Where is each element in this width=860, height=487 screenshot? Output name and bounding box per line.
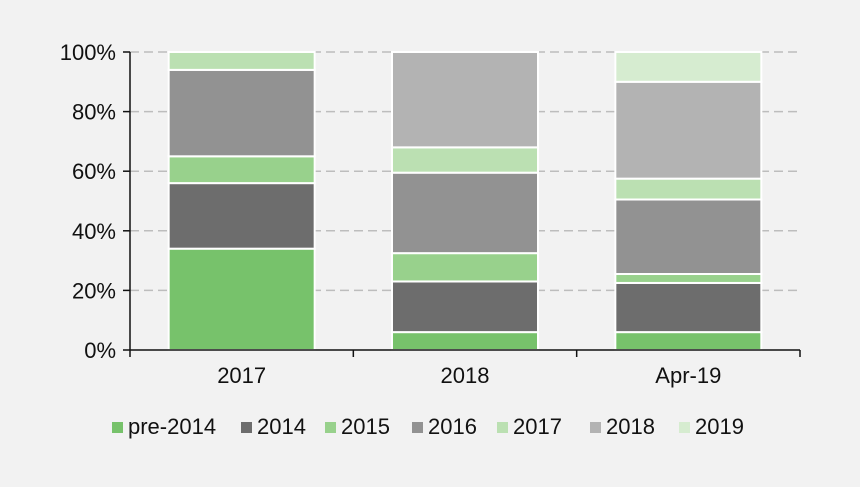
bar-segment xyxy=(167,155,316,185)
y-tick-label: 100% xyxy=(60,40,116,65)
bar-segment xyxy=(614,51,763,83)
legend-label: 2017 xyxy=(513,414,562,439)
bar-segment xyxy=(614,80,763,180)
bars xyxy=(167,51,763,351)
legend-swatch xyxy=(679,422,690,433)
bar-segment xyxy=(391,51,539,149)
legend: pre-2014 2014 2015 2016 2017 2018 2019 xyxy=(112,414,744,439)
legend-label: pre-2014 xyxy=(128,414,216,439)
bar-segment xyxy=(391,331,539,351)
bar-segment xyxy=(391,252,539,283)
legend-swatch xyxy=(241,422,252,433)
bar-segment xyxy=(167,51,316,71)
legend-label: 2014 xyxy=(257,414,306,439)
legend-label: 2018 xyxy=(606,414,655,439)
legend-label: 2019 xyxy=(695,414,744,439)
x-tick-label: 2018 xyxy=(441,363,490,388)
bar-segment xyxy=(167,247,316,351)
y-tick-label: 60% xyxy=(72,159,116,184)
y-tick-label: 0% xyxy=(84,338,116,363)
bar-segment xyxy=(614,331,763,351)
y-tick-label: 20% xyxy=(72,278,116,303)
axes: 0% 20% 40% 60% 80% 100% 2017 2018 Apr-19 xyxy=(60,40,801,388)
x-tick-label: Apr-19 xyxy=(655,363,721,388)
legend-swatch xyxy=(497,422,508,433)
legend-swatch xyxy=(590,422,601,433)
bar-segment xyxy=(614,177,763,201)
legend-swatch xyxy=(412,422,423,433)
bar-segment xyxy=(614,281,763,334)
bar-segment xyxy=(391,171,539,255)
bar-segment xyxy=(614,273,763,284)
legend-swatch xyxy=(325,422,336,433)
x-tick-label: 2017 xyxy=(217,363,266,388)
legend-label: 2016 xyxy=(428,414,477,439)
bar-segment xyxy=(614,198,763,276)
bar-segment xyxy=(167,68,316,158)
legend-label: 2015 xyxy=(341,414,390,439)
y-tick-label: 80% xyxy=(72,100,116,125)
bar-segment xyxy=(167,182,316,250)
legend-swatch xyxy=(112,422,123,433)
bar-segment xyxy=(391,146,539,174)
bar-segment xyxy=(391,280,539,334)
y-tick-label: 40% xyxy=(72,219,116,244)
